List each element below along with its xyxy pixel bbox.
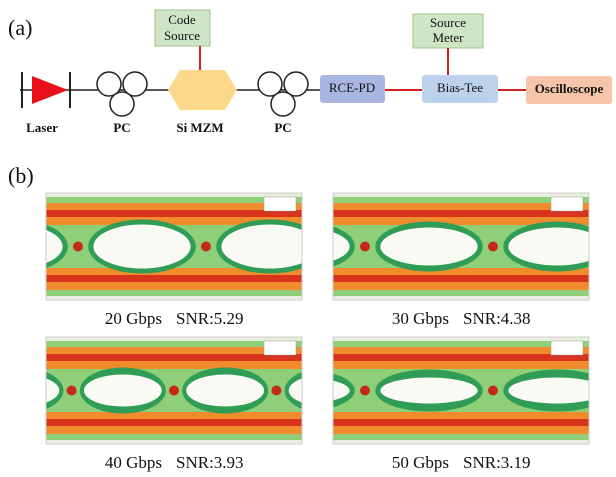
- panel-label: (b): [8, 163, 34, 188]
- code-source-label: Code: [168, 12, 196, 27]
- pc-label: PC: [113, 120, 130, 135]
- rce-pd-label: RCE-PD: [329, 80, 375, 95]
- eye-legend: [551, 197, 583, 211]
- eye-cross: [201, 242, 211, 252]
- eye-diagram: [247, 337, 616, 444]
- eye-opening: [221, 225, 318, 269]
- eye-opening: [186, 375, 264, 407]
- figure: (a) Laser PC Code Source Si MZM PC RCE-P…: [0, 0, 616, 477]
- eye-band-core: [46, 275, 302, 282]
- loop: [271, 92, 295, 116]
- panel-label: (a): [8, 15, 32, 40]
- eye-rate: 20 Gbps: [105, 309, 162, 328]
- eye-rate: 40 Gbps: [105, 453, 162, 472]
- eye-band-core: [333, 419, 589, 426]
- oscilloscope-label: Oscilloscope: [535, 81, 604, 96]
- eye-diagram: [247, 193, 616, 300]
- eye-snr: SNR:3.93: [176, 453, 244, 472]
- laser-label: Laser: [26, 120, 58, 135]
- loop: [110, 92, 134, 116]
- source-meter-label: Source: [430, 15, 466, 30]
- eye-band-core: [46, 354, 302, 361]
- eye-cross: [488, 386, 498, 396]
- eye-cross: [360, 242, 370, 252]
- eye-opening: [508, 378, 605, 404]
- eye-band-core: [333, 354, 589, 361]
- eye-snr: SNR:5.29: [176, 309, 244, 328]
- pc-icon: [97, 72, 147, 116]
- eye-rate: 30 Gbps: [392, 309, 449, 328]
- mzm-label: Si MZM: [176, 120, 223, 135]
- eye-cross: [73, 242, 83, 252]
- laser-icon: [32, 76, 68, 104]
- eye-rate: 50 Gbps: [392, 453, 449, 472]
- eye-snr: SNR:4.38: [463, 309, 531, 328]
- eye-band-core: [46, 210, 302, 217]
- eye-cross: [67, 386, 77, 396]
- eye-legend: [264, 341, 296, 355]
- pc-icon: [258, 72, 308, 116]
- code-source-label: Source: [164, 28, 200, 43]
- eye-opening: [93, 225, 190, 269]
- eye-legend: [264, 197, 296, 211]
- eye-cross: [169, 386, 179, 396]
- eye-band-core: [333, 275, 589, 282]
- eye-snr: SNR:3.19: [463, 453, 531, 472]
- eye-cross: [271, 386, 281, 396]
- pc-label: PC: [274, 120, 291, 135]
- eye-band-core: [46, 419, 302, 426]
- page: (a) Laser PC Code Source Si MZM PC RCE-P…: [0, 0, 616, 477]
- eye-cross: [360, 386, 370, 396]
- source-meter-label: Meter: [432, 30, 464, 45]
- eye-cross: [488, 242, 498, 252]
- eye-opening: [380, 378, 477, 404]
- eye-legend: [551, 341, 583, 355]
- eye-opening: [380, 228, 477, 266]
- eye-opening: [508, 228, 605, 266]
- eye-band-core: [333, 210, 589, 217]
- mzm-icon: [168, 70, 237, 110]
- bias-tee-label: Bias-Tee: [437, 80, 483, 95]
- eye-opening: [84, 375, 162, 407]
